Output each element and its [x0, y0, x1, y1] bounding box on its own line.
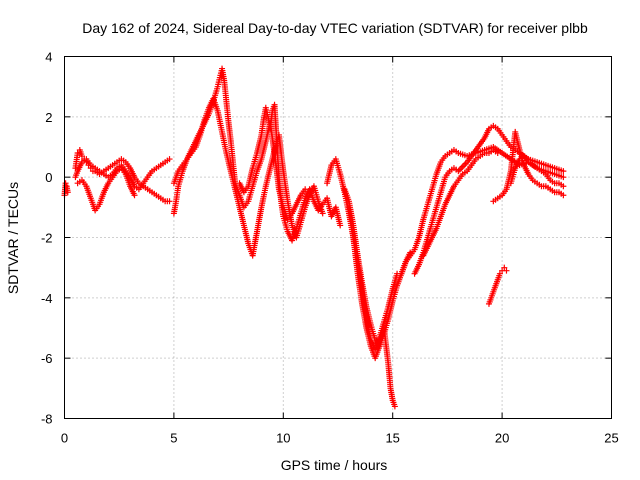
y-tick-label: -6 — [41, 351, 53, 366]
y-tick-label: 2 — [45, 110, 52, 125]
y-tick-label: 0 — [45, 170, 52, 185]
data-point — [560, 183, 567, 190]
x-tick-label: 20 — [495, 431, 509, 446]
data-point — [62, 180, 69, 187]
chart-title: Day 162 of 2024, Sidereal Day-to-day VTE… — [82, 20, 588, 36]
y-tick-label: -8 — [41, 412, 53, 427]
data-point — [319, 210, 326, 217]
x-tick-label: 15 — [385, 431, 399, 446]
data-point — [501, 264, 508, 271]
data-point — [391, 403, 398, 410]
x-tick-label: 25 — [604, 431, 618, 446]
data-point — [496, 270, 503, 277]
data-point — [503, 267, 510, 274]
x-tick-label: 0 — [61, 431, 68, 446]
data-point — [64, 189, 71, 196]
data-point — [560, 174, 567, 181]
data-point — [337, 222, 344, 229]
data-point — [166, 198, 173, 205]
y-tick-label: 4 — [45, 50, 52, 65]
data-point — [560, 168, 567, 175]
grid — [64, 56, 612, 419]
data-point — [494, 150, 501, 157]
x-axis-label: GPS time / hours — [281, 457, 388, 473]
data-point — [79, 153, 86, 160]
data-points — [61, 65, 567, 410]
x-tick-label: 5 — [170, 431, 177, 446]
data-point — [74, 150, 81, 157]
data-point — [166, 156, 173, 163]
x-tick-label: 10 — [276, 431, 290, 446]
data-point — [131, 192, 138, 199]
plot-frame — [64, 56, 612, 419]
y-tick-label: -2 — [41, 231, 53, 246]
data-point — [560, 192, 567, 199]
tick-labels: 0 5 10 15 20 25 -8 -6 -4 -2 0 2 4 — [41, 50, 619, 446]
y-axis-label: SDTVAR / TECUs — [5, 182, 21, 294]
y-tick-label: -4 — [41, 291, 53, 306]
